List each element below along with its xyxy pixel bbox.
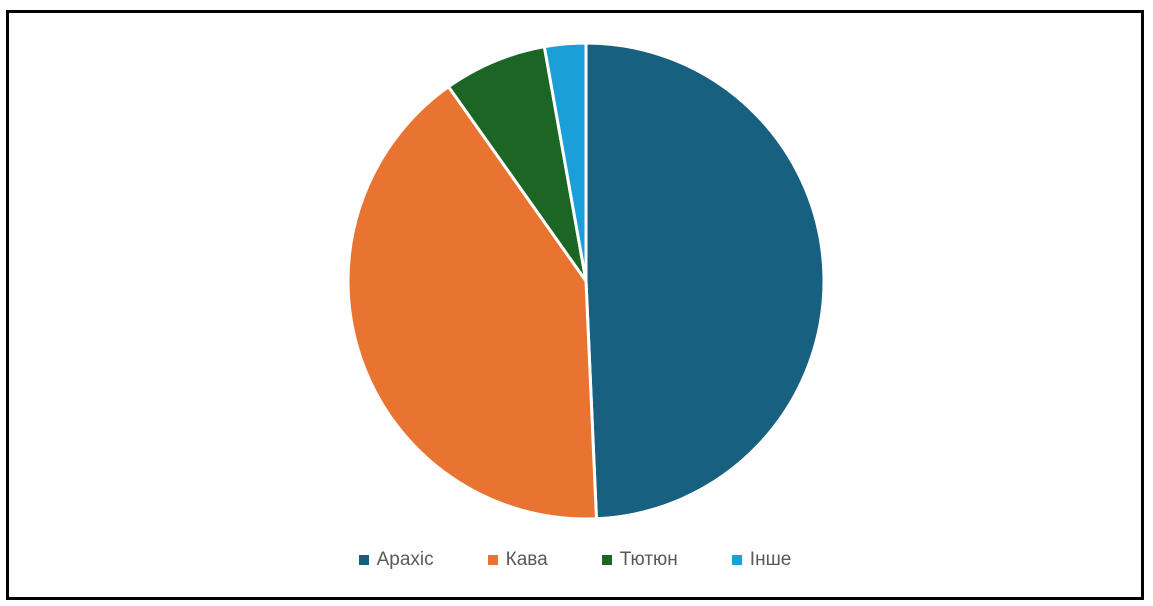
legend-label: Арахіс <box>376 549 434 570</box>
legend-item-1: Кава <box>487 549 548 571</box>
legend-label: Кава <box>505 549 548 570</box>
legend: Арахіс Кава Тютюн Інше <box>9 549 1141 571</box>
legend-swatch <box>358 555 369 565</box>
pie-slice-2 <box>447 45 588 283</box>
legend-item-3: Інше <box>731 549 792 571</box>
pie-slice-3 <box>542 41 588 283</box>
legend-swatch <box>731 555 742 565</box>
pie-chart <box>346 41 826 521</box>
legend-item-2: Тютюн <box>601 549 678 571</box>
pie-slice-0 <box>584 41 826 521</box>
legend-item-0: Арахіс <box>358 549 434 571</box>
pie-slice-1 <box>346 85 598 521</box>
legend-swatch <box>601 555 612 565</box>
legend-swatch <box>487 555 498 565</box>
legend-label: Інше <box>749 549 792 570</box>
legend-label: Тютюн <box>619 549 678 570</box>
chart-frame: Арахіс Кава Тютюн Інше <box>6 10 1144 600</box>
